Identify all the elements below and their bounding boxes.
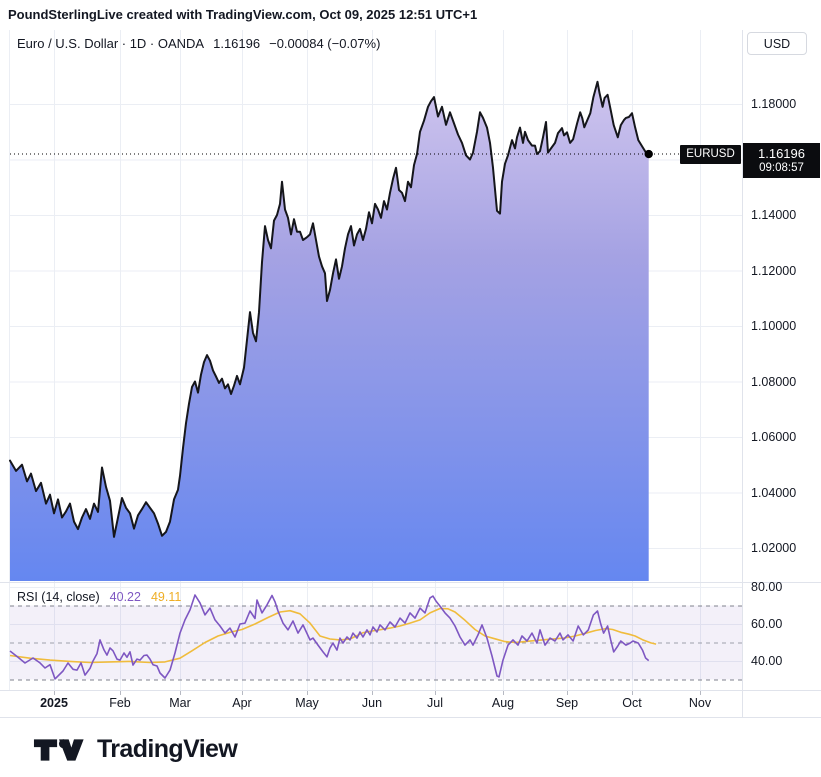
last-price-value: 1.16196 bbox=[758, 145, 805, 161]
rsi-legend: RSI (14, close) 40.22 49.11 bbox=[17, 590, 181, 604]
time-tick-label: Nov bbox=[688, 696, 712, 710]
rsi-tick-label: 60.00 bbox=[751, 617, 783, 631]
rsi-tick-label: 40.00 bbox=[751, 654, 783, 668]
rsi-title: RSI (14, close) bbox=[17, 590, 100, 604]
rsi-ma-value: 49.11 bbox=[150, 590, 182, 604]
countdown-timer: 09:08:57 bbox=[759, 162, 804, 175]
price-tick-label: 1.04000 bbox=[751, 485, 797, 500]
time-tick-label: Sep bbox=[555, 696, 579, 710]
price-tick-label: 1.12000 bbox=[751, 263, 797, 278]
time-tick-label: Mar bbox=[169, 696, 191, 710]
time-tick-label: Jul bbox=[427, 696, 443, 710]
time-tick-label: Apr bbox=[232, 696, 252, 710]
price-tick-label: 1.06000 bbox=[751, 430, 797, 444]
rsi-tick-label: 80.00 bbox=[751, 580, 783, 594]
symbol-price-tag: EURUSD bbox=[680, 144, 741, 164]
tradingview-logo[interactable]: TradingView bbox=[33, 735, 238, 764]
symbol-last-price: 1.16196 bbox=[213, 36, 261, 51]
symbol-change: −0.00084 (−0.07%) bbox=[269, 36, 381, 51]
time-tick-label: Oct bbox=[622, 696, 642, 710]
time-tick-label: May bbox=[295, 696, 319, 710]
attribution-text: PoundSterlingLive created with TradingVi… bbox=[8, 7, 478, 22]
time-tick-label: Aug bbox=[491, 696, 515, 710]
tradingview-logo-text: TradingView bbox=[97, 735, 238, 763]
symbol-legend: Euro / U.S. Dollar · 1D · OANDA 1.16196 … bbox=[17, 36, 380, 51]
time-tick-label: Jun bbox=[361, 696, 383, 710]
price-tick-label: 1.02000 bbox=[751, 541, 797, 555]
symbol-title: Euro / U.S. Dollar · 1D · OANDA bbox=[17, 36, 205, 51]
price-tick-label: 1.14000 bbox=[751, 208, 797, 222]
price-tick-label: 1.18000 bbox=[751, 97, 797, 111]
time-tick-label: 2025 bbox=[40, 696, 68, 710]
tradingview-logo-icon bbox=[33, 738, 84, 761]
time-tick-label: Feb bbox=[109, 696, 131, 710]
rsi-value: 40.22 bbox=[109, 590, 141, 604]
last-price-badge: 1.16196 09:08:57 bbox=[743, 143, 820, 179]
price-tick-label: 1.08000 bbox=[751, 374, 797, 389]
currency-unit-button[interactable]: USD bbox=[747, 32, 807, 55]
price-tick-label: 1.10000 bbox=[751, 319, 797, 333]
